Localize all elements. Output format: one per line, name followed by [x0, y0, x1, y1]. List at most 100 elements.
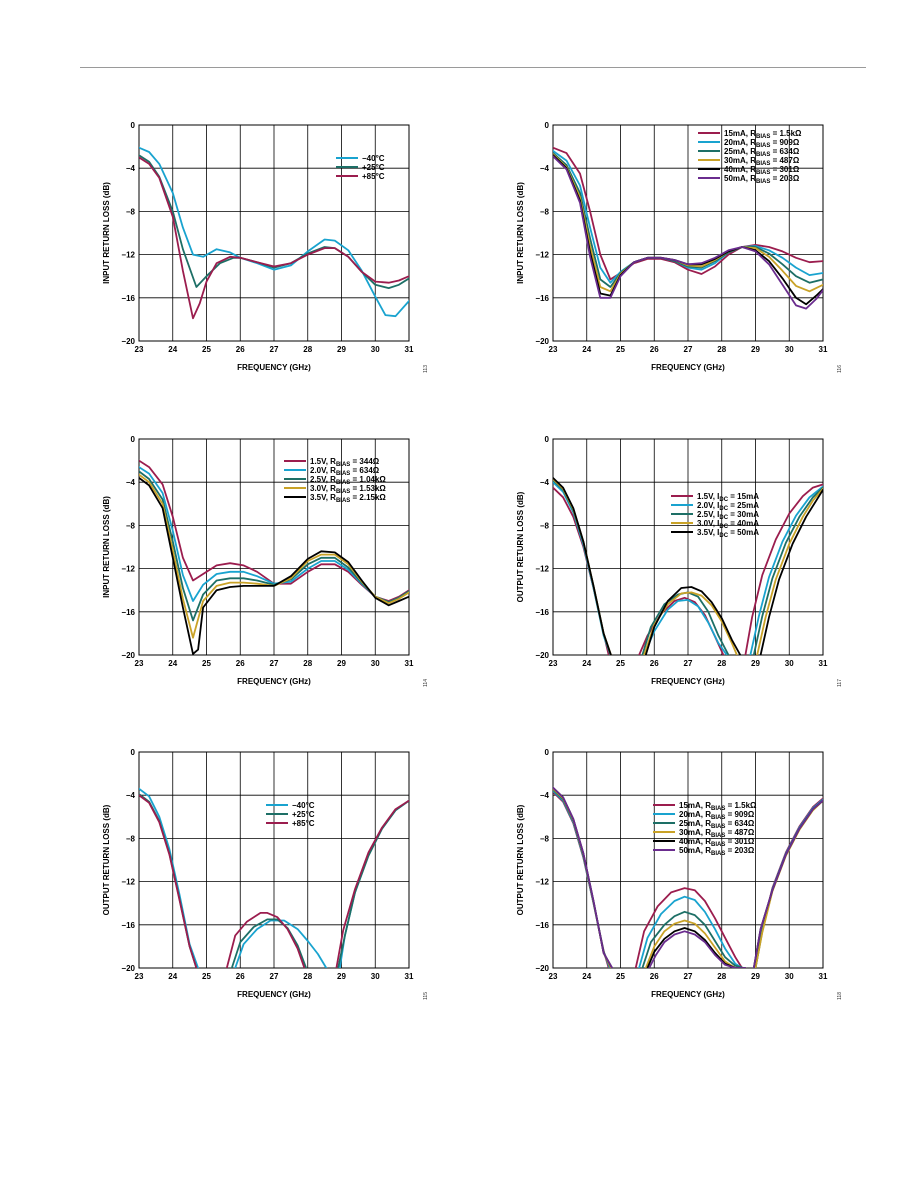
series-group [553, 786, 823, 968]
x-tick-label: 26 [236, 659, 245, 668]
plot-frame [138, 751, 410, 969]
x-tick-label: 24 [582, 659, 591, 668]
legend-label: +85°C [292, 819, 315, 828]
plot-frame [552, 438, 824, 656]
x-tick-label: 31 [819, 972, 828, 981]
y-tick-label: −16 [535, 921, 549, 930]
y-tick-label: −4 [540, 478, 550, 487]
x-tick-label: 28 [717, 972, 726, 981]
y-tick-label: 0 [131, 435, 136, 444]
x-tick-label: 28 [717, 345, 726, 354]
x-tick-label: 26 [236, 345, 245, 354]
y-tick-label: −4 [540, 791, 550, 800]
legend-label: +25°C [362, 163, 385, 172]
x-tick-label: 30 [785, 345, 794, 354]
x-tick-label: 30 [371, 972, 380, 981]
y-axis-label: INPUT RETURN LOSS (dB) [102, 182, 111, 284]
x-tick-label: 27 [270, 659, 279, 668]
legend-label: 40mA, RBIAS = 301Ω [724, 165, 800, 176]
y-tick-label: −16 [535, 608, 549, 617]
series-line-0 [139, 146, 409, 318]
y-tick-label: −8 [126, 521, 136, 530]
legend-label: 2.0V, IDC = 25mA [697, 501, 759, 512]
legend-label: 15mA, RBIAS = 1.5kΩ [724, 129, 802, 140]
y-tick-label: −12 [121, 565, 135, 574]
legend-label: 30mA, RBIAS = 487Ω [724, 156, 800, 167]
x-tick-label: 24 [168, 659, 177, 668]
legend-label: 2.5V, RBIAS = 1.04kΩ [310, 475, 386, 486]
x-tick-label: 23 [135, 972, 144, 981]
series-line-2 [139, 156, 409, 320]
x-tick-label: 29 [337, 345, 346, 354]
legend-label: 15mA, RBIAS = 1.5kΩ [679, 801, 757, 812]
x-tick-label: 25 [202, 345, 211, 354]
legend-label: 2.5V, IDC = 30mA [697, 510, 759, 521]
series-group [553, 146, 823, 310]
x-tick-label: 24 [168, 972, 177, 981]
legend-label: 50mA, RBIAS = 203Ω [679, 846, 755, 857]
x-tick-label: 26 [650, 972, 659, 981]
figure-id: 113 [423, 365, 429, 373]
x-tick-label: 25 [202, 972, 211, 981]
chart-114: 23 24 25 26 27 28 29 30 31 −20 −16 −12 −8 −4 0 FREQUENC… [102, 435, 429, 687]
y-tick-label: −20 [121, 651, 135, 660]
y-tick-label: 0 [131, 748, 136, 757]
series-group [553, 477, 823, 655]
x-tick-label: 25 [616, 972, 625, 981]
x-axis-label: FREQUENCY (GHz) [651, 677, 725, 686]
y-tick-label: −20 [535, 651, 549, 660]
chart-116: 23 24 25 26 27 28 29 30 31 −20 −16 −12 −8 −4 0 FREQUENC… [516, 121, 843, 373]
chart-118: 23 24 25 26 27 28 29 30 31 −20 −16 −12 −8 −4 0 FREQUENC… [516, 748, 843, 1000]
y-tick-label: −4 [126, 478, 136, 487]
y-tick-label: −20 [535, 337, 549, 346]
figure-id: 114 [423, 679, 429, 687]
x-tick-label: 29 [751, 659, 760, 668]
x-axis-label: FREQUENCY (GHz) [651, 363, 725, 372]
y-tick-label: 0 [545, 435, 550, 444]
y-tick-label: −16 [535, 294, 549, 303]
x-tick-label: 25 [616, 659, 625, 668]
series-line-2 [553, 152, 823, 288]
series-line-5 [553, 786, 823, 968]
figure-id: 117 [837, 679, 843, 687]
figure-id: 116 [837, 365, 843, 373]
legend-label: 20mA, RBIAS = 909Ω [679, 810, 755, 821]
x-tick-label: 24 [582, 972, 591, 981]
x-tick-label: 28 [303, 659, 312, 668]
y-tick-label: −8 [126, 207, 136, 216]
legend-label: 2.0V, RBIAS = 634Ω [310, 466, 380, 477]
y-tick-label: −20 [121, 337, 135, 346]
x-tick-label: 27 [270, 972, 279, 981]
x-tick-label: 29 [337, 972, 346, 981]
y-tick-label: 0 [545, 121, 550, 130]
x-tick-label: 24 [168, 345, 177, 354]
y-tick-label: −12 [121, 251, 135, 260]
series-group [139, 787, 409, 968]
x-tick-label: 29 [751, 972, 760, 981]
plot-frame [138, 124, 410, 342]
series-line-5 [553, 155, 823, 310]
x-tick-label: 31 [405, 345, 414, 354]
y-tick-label: −16 [121, 294, 135, 303]
plot-frame [552, 124, 824, 342]
x-tick-label: 30 [785, 972, 794, 981]
x-tick-label: 31 [405, 972, 414, 981]
x-tick-label: 29 [751, 345, 760, 354]
y-tick-label: −4 [540, 164, 550, 173]
x-tick-label: 26 [650, 345, 659, 354]
series-group [139, 459, 409, 655]
y-tick-label: −8 [540, 834, 550, 843]
y-tick-label: −4 [126, 164, 136, 173]
x-tick-label: 27 [270, 345, 279, 354]
plot-frame [138, 438, 410, 656]
y-tick-label: −20 [535, 964, 549, 973]
x-tick-label: 23 [549, 972, 558, 981]
x-axis-label: FREQUENCY (GHz) [237, 363, 311, 372]
y-tick-label: −8 [540, 207, 550, 216]
x-axis-label: FREQUENCY (GHz) [237, 990, 311, 999]
legend: −40°C+25°C+85°C [336, 154, 385, 181]
y-tick-label: −12 [535, 878, 549, 887]
y-tick-label: −4 [126, 791, 136, 800]
